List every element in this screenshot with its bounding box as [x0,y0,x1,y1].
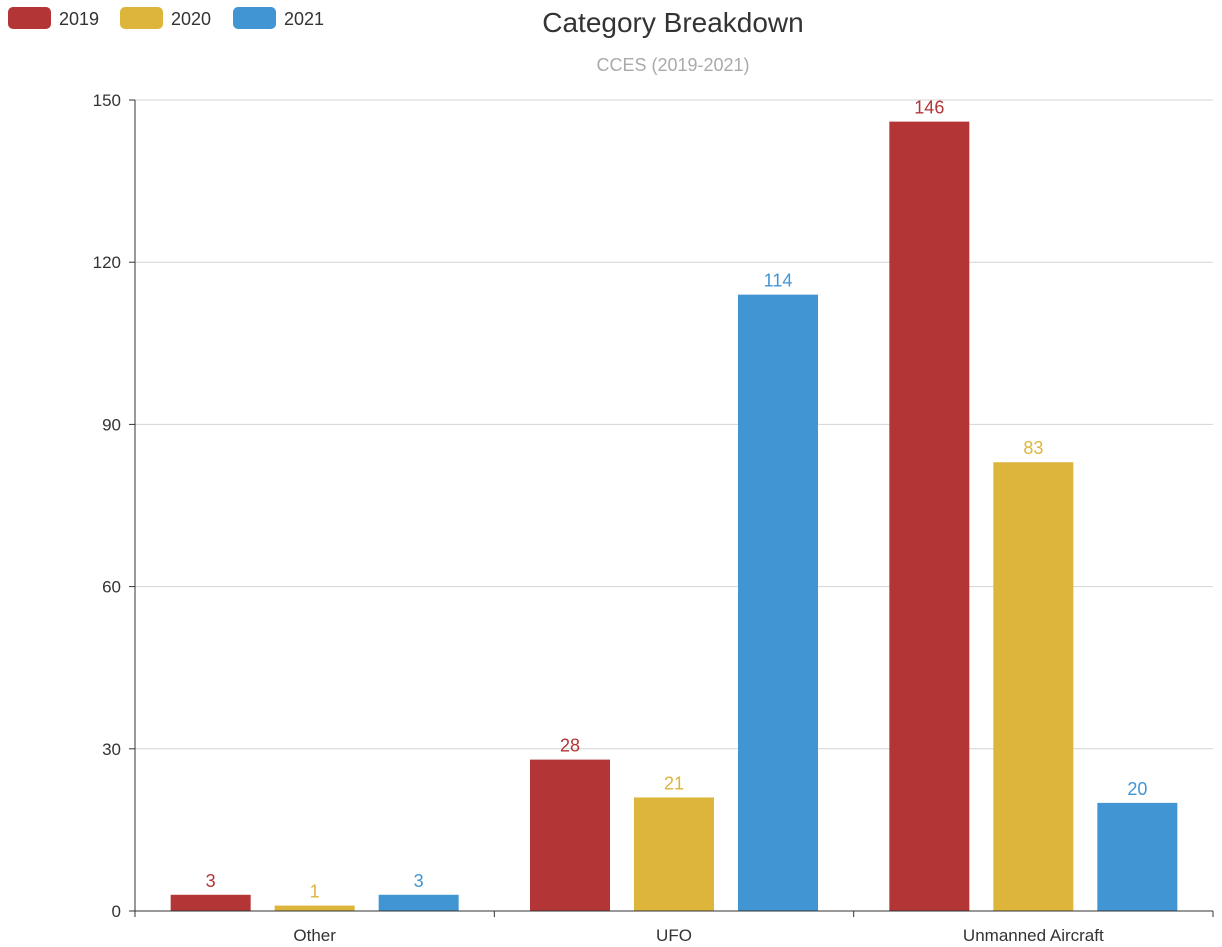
bar-2020-ufo[interactable] [634,797,714,911]
bar-label-2019-other: 3 [206,871,216,891]
bar-label-2021-other: 3 [414,871,424,891]
bar-2021-other[interactable] [378,894,459,911]
bar-labels: 3 1 3 28 21 114 146 83 20 [206,98,1148,902]
bar-label-2020-other: 1 [310,882,320,902]
bars [170,121,1178,912]
bar-2019-other[interactable] [170,894,251,911]
bar-label-2020-unmanned-aircraft: 83 [1023,438,1043,458]
legend: 2019 2020 2021 [8,7,324,29]
bar-2020-unmanned-aircraft[interactable] [993,462,1074,911]
bar-2021-unmanned-aircraft[interactable] [1097,802,1178,911]
y-tick-label-150: 150 [93,91,121,110]
bar-label-2021-unmanned-aircraft: 20 [1127,779,1147,799]
legend-label-2021[interactable]: 2021 [284,9,324,29]
x-tick-label-other: Other [293,926,336,945]
bar-label-2021-ufo: 114 [764,271,793,291]
y-tick-label-0: 0 [112,902,121,921]
y-tick-label-120: 120 [93,253,121,272]
chart-subtitle: CCES (2019-2021) [596,55,749,75]
bar-2019-unmanned-aircraft[interactable] [889,121,970,912]
y-axis: 0 30 60 90 120 150 [93,91,136,921]
x-tick-label-unmanned-aircraft: Unmanned Aircraft [963,926,1104,945]
y-tick-label-90: 90 [102,415,121,434]
legend-swatch-2020[interactable] [120,7,163,29]
bar-2020-other[interactable] [274,905,355,911]
x-tick-label-ufo: UFO [656,926,692,945]
y-tick-label-60: 60 [102,578,121,597]
x-axis: Other UFO Unmanned Aircraft [134,910,1214,945]
legend-label-2019[interactable]: 2019 [59,9,99,29]
legend-label-2020[interactable]: 2020 [171,9,211,29]
bar-2019-ufo[interactable] [530,759,610,911]
bar-label-2019-unmanned-aircraft: 146 [914,98,944,118]
bar-2021-ufo[interactable] [738,294,818,911]
bar-label-2019-ufo: 28 [560,736,580,756]
legend-swatch-2019[interactable] [8,7,51,29]
legend-swatch-2021[interactable] [233,7,276,29]
y-tick-label-30: 30 [102,740,121,759]
bar-label-2020-ufo: 21 [664,773,684,793]
chart-title: Category Breakdown [542,7,803,38]
